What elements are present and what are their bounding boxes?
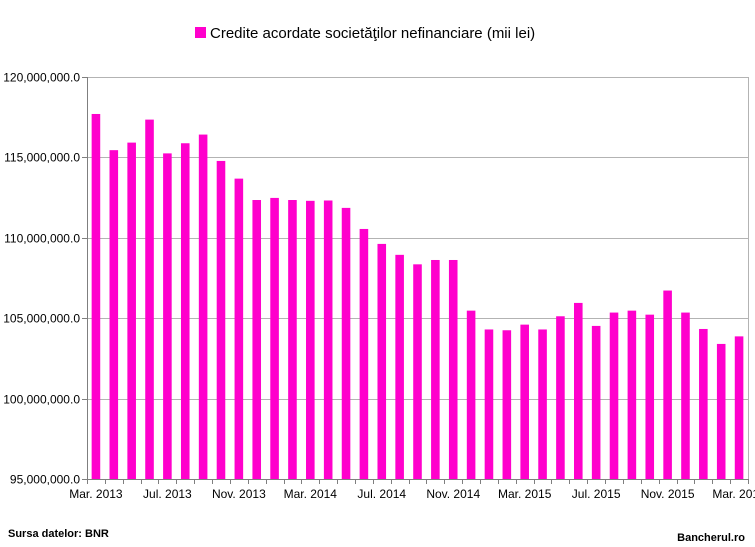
bar (716, 343, 726, 479)
bar (127, 142, 136, 480)
bar (734, 336, 744, 479)
y-tick-label: 110,000,000.0 (4, 232, 80, 246)
bar (216, 160, 226, 479)
y-tick-label: 105,000,000.0 (3, 312, 80, 326)
bar (180, 143, 190, 479)
legend-swatch (195, 27, 206, 38)
x-tick-label: Mar. 2016 (712, 487, 755, 501)
x-tick-label: Jul. 2015 (572, 487, 621, 501)
bar (645, 314, 655, 479)
bar (306, 200, 315, 479)
bar (502, 330, 512, 479)
source-note: Sursa datelor: BNR (8, 528, 109, 540)
bar (270, 197, 279, 480)
bar (395, 254, 404, 479)
x-tick-label: Nov. 2015 (641, 487, 695, 501)
bar (448, 259, 458, 479)
bar (466, 310, 476, 479)
legend: Credite acordate societăţilor nefinancia… (195, 25, 535, 42)
bar (252, 200, 262, 479)
bar (323, 200, 333, 480)
y-tick-label: 95,000,000.0 (10, 473, 80, 487)
bar (377, 243, 387, 479)
x-axis: Mar. 2013 Jul. 2013 Nov. 2013 Mar. 2014 Jul.… (69, 479, 755, 501)
bar (538, 329, 547, 479)
bar (484, 329, 494, 479)
bar (681, 312, 690, 479)
bar (288, 200, 297, 479)
bar (341, 207, 351, 479)
brand-label: Bancherul.ro (677, 532, 745, 544)
x-tick-label: Jul. 2013 (143, 487, 192, 501)
y-tick-label: 115,000,000.0 (4, 151, 80, 165)
bar (556, 316, 565, 479)
bar (163, 153, 172, 479)
x-tick-label: Mar. 2014 (284, 487, 338, 501)
bar (109, 150, 119, 479)
legend-label: Credite acordate societăţilor nefinancia… (210, 25, 535, 42)
bar (198, 134, 208, 479)
x-tick-label: Mar. 2015 (498, 487, 552, 501)
bar (145, 119, 154, 480)
x-tick-label: Jul. 2014 (357, 487, 406, 501)
bars (91, 113, 744, 480)
bar (699, 328, 708, 479)
bar (413, 264, 422, 479)
y-axis: 95,000,000.0 100,000,000.0 105,000,000.0 11… (3, 71, 88, 487)
x-tick-label: Nov. 2013 (212, 487, 266, 501)
bar (663, 290, 672, 479)
y-tick-label: 100,000,000.0 (3, 393, 80, 407)
bar (574, 302, 583, 479)
bar (359, 228, 369, 479)
bar (591, 325, 601, 479)
x-tick-label: Nov. 2014 (426, 487, 480, 501)
bar (431, 259, 440, 479)
x-tick-label: Mar. 2013 (69, 487, 123, 501)
y-tick-label: 120,000,000.0 (3, 71, 80, 85)
bar (627, 310, 637, 479)
bar (91, 113, 101, 479)
bar (234, 178, 244, 479)
bar (520, 324, 529, 479)
bar (609, 312, 619, 479)
